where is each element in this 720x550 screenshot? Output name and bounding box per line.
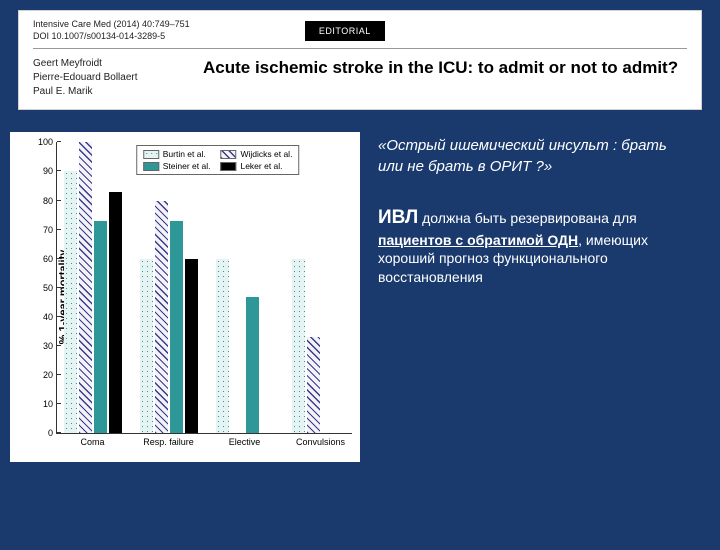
- bar: [94, 221, 107, 433]
- body-seg: должна быть резервирована для: [418, 210, 636, 226]
- y-tick: 0: [48, 428, 57, 438]
- x-category-label: Coma: [80, 433, 104, 447]
- journal-line: Intensive Care Med (2014) 40:749–751: [33, 19, 285, 31]
- y-tick: 40: [43, 312, 57, 322]
- legend-label: Leker et al.: [240, 161, 282, 171]
- y-tick: 30: [43, 341, 57, 351]
- bar: [307, 337, 320, 433]
- bar: [292, 259, 305, 434]
- bar: [170, 221, 183, 433]
- y-tick: 80: [43, 196, 57, 206]
- ivl-emph: ИВЛ: [378, 207, 418, 228]
- paper-title: Acute ischemic stroke in the ICU: to adm…: [203, 57, 687, 79]
- bar: [109, 192, 122, 434]
- y-tick: 10: [43, 399, 57, 409]
- bar: [155, 201, 168, 434]
- y-tick: 20: [43, 370, 57, 380]
- text-block: «Острый ишемический инсульт : брать или …: [378, 132, 710, 462]
- x-category-label: Elective: [229, 433, 261, 447]
- body-text: ИВЛ должна быть резервирована для пациен…: [378, 205, 694, 287]
- editorial-tag: EDITORIAL: [305, 21, 385, 41]
- journal-info: Intensive Care Med (2014) 40:749–751 DOI…: [33, 19, 285, 42]
- legend-item: Wijdicks et al.: [220, 149, 292, 159]
- bar-chart: % 1-year mortality Burtin et al.Wijdicks…: [10, 132, 360, 462]
- legend-swatch: [143, 150, 159, 159]
- authors-list: Geert Meyfroidt Pierre-Edouard Bollaert …: [33, 57, 203, 99]
- bar: [216, 259, 229, 434]
- quote-translation: «Острый ишемический инсульт : брать или …: [378, 136, 694, 177]
- legend-label: Burtin et al.: [163, 149, 206, 159]
- legend-item: Burtin et al.: [143, 149, 211, 159]
- y-tick: 100: [38, 137, 57, 147]
- bar: [246, 297, 259, 434]
- chart-plot-area: Burtin et al. Wijdicks et al. Steiner et a…: [56, 142, 352, 434]
- legend-item: Steiner et al.: [143, 161, 211, 171]
- y-tick: 70: [43, 225, 57, 235]
- y-tick: 50: [43, 283, 57, 293]
- chart-legend: Burtin et al. Wijdicks et al. Steiner et a…: [136, 145, 300, 175]
- y-tick: 90: [43, 166, 57, 176]
- paper-header: Intensive Care Med (2014) 40:749–751 DOI…: [18, 10, 702, 110]
- header-top: Intensive Care Med (2014) 40:749–751 DOI…: [33, 19, 687, 49]
- legend-label: Wijdicks et al.: [240, 149, 292, 159]
- x-category-label: Convulsions: [296, 433, 345, 447]
- legend-item: Leker et al.: [220, 161, 292, 171]
- author: Pierre-Edouard Bollaert: [33, 71, 203, 85]
- bar: [79, 142, 92, 433]
- header-bottom: Geert Meyfroidt Pierre-Edouard Bollaert …: [33, 57, 687, 99]
- x-category-label: Resp. failure: [143, 433, 194, 447]
- bar: [140, 259, 153, 434]
- content-row: % 1-year mortality Burtin et al.Wijdicks…: [0, 110, 720, 462]
- author: Geert Meyfroidt: [33, 57, 203, 71]
- legend-swatch: [220, 150, 236, 159]
- doi-line: DOI 10.1007/s00134-014-3289-5: [33, 31, 285, 43]
- y-tick: 60: [43, 254, 57, 264]
- legend-swatch: [220, 162, 236, 171]
- body-underline: пациентов с обратимой ОДН: [378, 232, 578, 248]
- bar: [64, 171, 77, 433]
- legend-label: Steiner et al.: [163, 161, 211, 171]
- author: Paul E. Marik: [33, 85, 203, 99]
- bar: [185, 259, 198, 434]
- legend-swatch: [143, 162, 159, 171]
